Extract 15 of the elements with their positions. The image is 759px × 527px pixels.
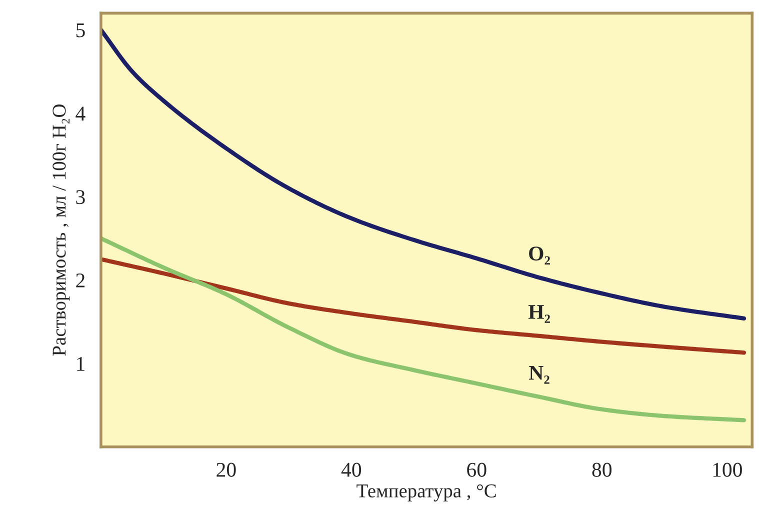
x-tick-label: 20	[216, 462, 236, 477]
y-tick-label: 2	[76, 274, 85, 288]
y-tick-label: 1	[77, 356, 84, 371]
x-tick-label: 100	[713, 462, 742, 477]
x-tick-label: 80	[592, 462, 612, 477]
x-tick-label: 40	[341, 462, 362, 477]
series-label: N₂	[529, 366, 550, 384]
y-tick-label: 3	[76, 190, 85, 204]
series-label: O₂	[529, 246, 550, 265]
x-axis-title: Температура , °C	[356, 484, 496, 502]
x-tick-label: 60	[467, 462, 486, 477]
y-tick-label: 4	[76, 106, 86, 120]
y-axis-title: Растворимость , мл / 100г H₂O	[52, 104, 70, 356]
y-tick-label: 5	[76, 23, 85, 38]
series-label: H₂	[528, 305, 550, 323]
